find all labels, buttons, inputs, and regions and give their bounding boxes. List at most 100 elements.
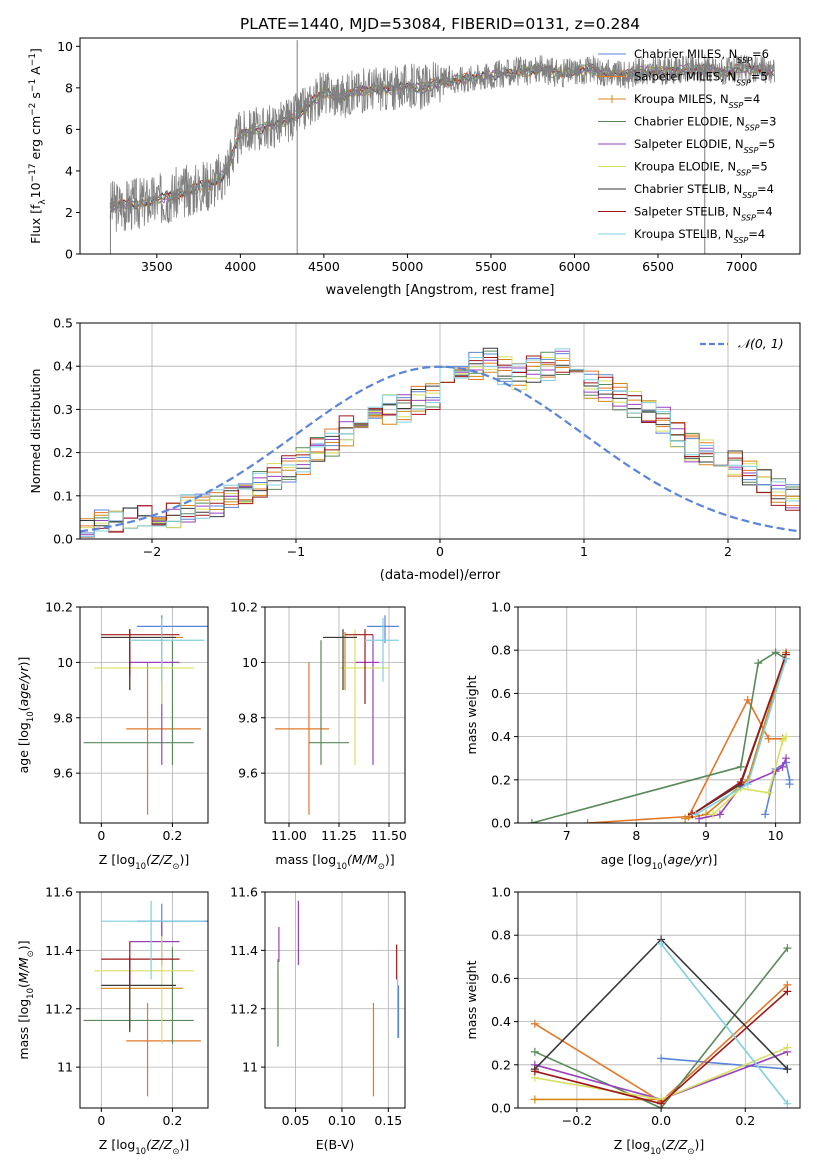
- x-axis-label: wavelength [Angstrom, rest frame]: [326, 283, 555, 298]
- axes: 0 0.2 9.6 9.8 10 10.2: [45, 600, 209, 843]
- x-tick-label: 6500: [642, 259, 674, 274]
- y-tick-label: 0.0: [491, 1101, 511, 1116]
- grid: [80, 891, 208, 1108]
- data-marker: [764, 734, 773, 743]
- x-tick-label: 0: [97, 1113, 105, 1128]
- y-axis-label: age [log10(age/yr)]: [16, 657, 36, 774]
- x-axis-label: (data-model)/error: [380, 568, 501, 583]
- data-marker: [681, 814, 690, 823]
- legend-entry: Salpeter STELIB, NSSP=4: [634, 205, 773, 223]
- x-tick-label: 11.25: [321, 828, 357, 843]
- legend: Chabrier MILES, NSSP=6 Salpeter MILES, NS…: [598, 47, 776, 245]
- data-marker: [783, 944, 792, 953]
- y-tick-label: 0.2: [53, 445, 73, 460]
- legend-entry: Chabrier STELIB, NSSP=4: [634, 182, 774, 200]
- x-axis-label: Z [log10(Z/Z⊙)]: [614, 1137, 704, 1157]
- axes-frame: [264, 891, 406, 1109]
- axes: 11.00 11.25 11.50 9.6 9.8 10 10.2: [230, 600, 407, 844]
- y-tick-label: 0.1: [53, 488, 73, 503]
- y-tick-label: 9.8: [238, 710, 258, 725]
- data-marker: [778, 736, 787, 745]
- x-tick-label: 11.50: [371, 828, 407, 843]
- data-marker: [530, 1047, 539, 1056]
- legend-marker: [608, 95, 616, 103]
- data-marker: [708, 810, 717, 819]
- plot-area: [83, 900, 208, 1097]
- legend-entry: Kroupa MILES, NSSP=4: [634, 92, 760, 110]
- data-marker: [657, 1054, 666, 1063]
- data-marker: [695, 814, 704, 823]
- y-tick-label: 0.5: [53, 316, 73, 331]
- x-tick-label: 8: [632, 828, 640, 843]
- histogram-step: [80, 355, 800, 539]
- axes-frame: [79, 37, 801, 255]
- x-tick-label: 10: [768, 828, 784, 843]
- data-marker: [782, 654, 791, 663]
- y-axis-label: Normed distribution: [28, 369, 43, 494]
- x-tick-label: 6000: [559, 259, 591, 274]
- data-marker: [715, 810, 724, 819]
- data-marker: [736, 777, 745, 786]
- data-marker: [783, 1099, 792, 1108]
- data-marker: [782, 732, 791, 741]
- axes: −2 −1 0 1 2 0.0 0.1 0.2 0.3 0.4 0.5: [53, 316, 801, 559]
- x-tick-label: 5000: [392, 259, 424, 274]
- data-marker: [657, 1099, 666, 1108]
- data-marker: [530, 1019, 539, 1028]
- data-marker: [743, 780, 752, 789]
- y-tick-label: 11.2: [45, 1001, 73, 1016]
- data-marker: [736, 762, 745, 771]
- plot-area: [275, 615, 399, 815]
- x-axis-label: age [log10(age/yr)]: [601, 852, 718, 872]
- data-marker: [527, 819, 536, 823]
- y-tick-label: 0.2: [491, 1057, 511, 1072]
- plot-area: [277, 900, 400, 1097]
- y-tick-label: 10.2: [45, 600, 73, 615]
- chart-age-vs-Z: 0 0.2 9.6 9.8 10 10.2 Z [log10(Z/Z⊙)] age [log1…: [16, 600, 209, 872]
- y-tick-label: 11.4: [230, 943, 258, 958]
- data-marker: [764, 788, 773, 797]
- histogram-step: [80, 348, 800, 539]
- data-marker: [778, 762, 787, 771]
- data-marker: [691, 810, 700, 819]
- axes-frame: [517, 891, 801, 1109]
- data-marker: [783, 987, 792, 996]
- y-tick-label: 11.6: [45, 885, 73, 900]
- chart-residual-hist: −2 −1 0 1 2 0.0 0.1 0.2 0.3 0.4 0.5 𝒩(0, 1) Normed d…: [28, 316, 801, 559]
- x-axis-label: mass [log10(M/M⊙)]: [275, 852, 394, 872]
- legend-entry: 𝒩(0, 1): [738, 336, 784, 351]
- y-axis-label: Flux [fλ10−17 erg cm−2 s−1 A−1]: [28, 48, 48, 244]
- x-tick-label: 0.05: [282, 1113, 310, 1128]
- y-tick-label: 6: [65, 122, 73, 137]
- grid: [80, 606, 208, 823]
- chart-spectrum: 3500 4000 4500 5000 5500 6000 6500 7000 0 2 4 6 8 10 F…: [28, 37, 801, 274]
- y-tick-label: 0.0: [491, 816, 511, 831]
- data-marker: [783, 1043, 792, 1052]
- chart-age-vs-mass: 11.00 11.25 11.50 9.6 9.8 10 10.2 mass [log10(M…: [230, 600, 407, 873]
- y-axis-label: mass weight: [464, 675, 479, 754]
- y-tick-label: 0.3: [53, 402, 73, 417]
- histogram-step: [80, 360, 800, 539]
- x-tick-label: 1: [580, 544, 588, 559]
- x-axis-label: Z [log10(Z/Z⊙)]: [99, 1137, 189, 1157]
- x-tick-label: 2: [724, 544, 732, 559]
- x-tick-label: 7000: [726, 259, 758, 274]
- y-tick-label: 0.8: [491, 928, 511, 943]
- legend-entry: Kroupa STELIB, NSSP=4: [634, 227, 765, 245]
- x-axis-label: E(B-V): [316, 1137, 355, 1152]
- y-tick-label: 11.6: [230, 885, 258, 900]
- axes: −0.2 0.0 0.2 0.0 0.2 0.4 0.6 0.8 1.0: [491, 885, 801, 1128]
- y-tick-label: 11: [57, 1060, 73, 1075]
- x-tick-label: 9: [702, 828, 710, 843]
- axes: 0 0.2 11 11.2 11.4 11.6: [45, 885, 209, 1128]
- x-tick-label: 5500: [475, 259, 507, 274]
- axes-frame: [79, 891, 209, 1109]
- y-tick-label: 11.4: [45, 943, 73, 958]
- plot-area: [80, 347, 800, 539]
- chart-mass-vs-Z: 0 0.2 11 11.2 11.4 11.6 Z [log10(Z/Z⊙)] mass [l…: [16, 885, 209, 1157]
- grid: [265, 891, 405, 1108]
- x-tick-label: −1: [287, 544, 305, 559]
- y-tick-label: 9.6: [53, 766, 73, 781]
- x-tick-label: 4500: [308, 259, 340, 274]
